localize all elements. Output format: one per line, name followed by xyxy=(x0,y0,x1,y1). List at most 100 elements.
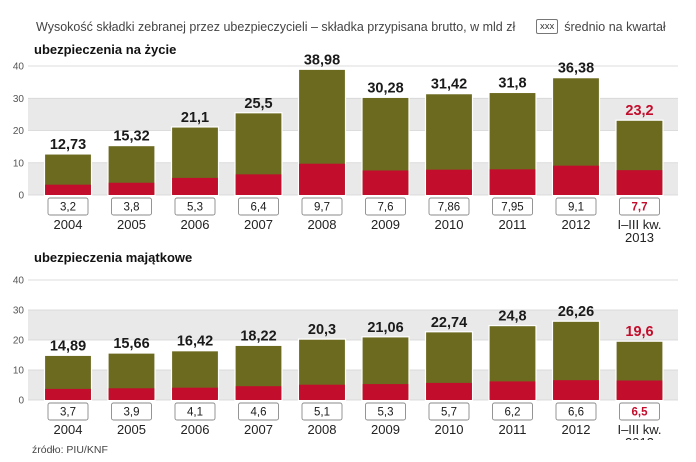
bar-quarterly xyxy=(172,387,218,400)
quarterly-value-box xyxy=(47,402,89,421)
x-category-line: 2009 xyxy=(371,422,400,437)
quarterly-value-label: 3,7 xyxy=(60,407,76,419)
quarterly-value-box xyxy=(111,197,152,216)
property-insurance-chart: ubezpieczenia majątkowe 0 10 20 30 40 14,89 3,7… xyxy=(13,250,678,440)
legend-box: xxx xyxy=(536,19,559,34)
quarterly-value-box xyxy=(47,197,89,216)
bar-quarterly xyxy=(299,163,345,195)
y-tick-label: 40 xyxy=(13,276,25,287)
y-tick-label: 30 xyxy=(13,306,25,317)
bar-quarterly xyxy=(45,388,91,400)
quarterly-value-label: 5,3 xyxy=(187,202,203,214)
total-value-label: 26,26 xyxy=(558,304,594,320)
quarterly-value-box xyxy=(111,402,152,421)
quarterly-value-label: 9,1 xyxy=(568,202,584,214)
x-category-line: 2007 xyxy=(244,422,273,437)
x-category-line: 2011 xyxy=(499,422,527,437)
quarterly-value-box xyxy=(492,402,533,421)
y-tick-label: 0 xyxy=(18,396,24,407)
bar-quarterly xyxy=(553,165,599,195)
y-tick-label: 20 xyxy=(13,126,25,137)
quarterly-value-box xyxy=(492,197,533,216)
quarterly-value-label: 3,2 xyxy=(60,202,76,214)
quarterly-value-label: 9,7 xyxy=(314,202,330,214)
quarterly-value-box xyxy=(365,197,406,216)
x-category-line: 2009 xyxy=(371,217,400,232)
total-value-label: 38,98 xyxy=(304,52,340,68)
x-category-label: I–III kw.2013 xyxy=(617,422,661,440)
bar-quarterly xyxy=(489,381,536,400)
x-category-label: 2009 xyxy=(371,422,400,437)
bar-quarterly xyxy=(172,177,218,195)
total-value-label: 36,38 xyxy=(558,61,594,77)
total-value-label: 21,1 xyxy=(181,110,209,126)
total-value-label: 15,32 xyxy=(113,129,149,145)
x-category-line: I–III kw. xyxy=(617,217,661,232)
quarterly-value-label: 7,6 xyxy=(378,202,394,214)
life-insurance-chart: ubezpieczenia na życie 0 10 20 30 40 12,73 3,2 2… xyxy=(13,42,678,245)
bar-quarterly xyxy=(299,384,345,400)
quarterly-value-box xyxy=(238,197,279,216)
quarterly-value-label: 5,3 xyxy=(378,407,394,419)
bar-quarterly xyxy=(426,382,472,400)
x-category-line: 2010 xyxy=(435,217,464,232)
quarterly-value-box xyxy=(365,402,406,421)
x-category-line: 2006 xyxy=(181,217,210,232)
x-category-line: 2004 xyxy=(54,422,83,437)
quarterly-value-box xyxy=(428,197,470,216)
total-value-label: 19,6 xyxy=(625,324,653,340)
x-category-label: 2009 xyxy=(371,217,400,232)
total-value-label: 12,73 xyxy=(50,137,86,153)
quarterly-value-box xyxy=(174,402,216,421)
total-value-label: 25,5 xyxy=(244,96,272,112)
x-category-line: 2006 xyxy=(181,422,210,437)
quarterly-value-box xyxy=(301,402,343,421)
source-note: źródło: PIU/KNF xyxy=(32,444,108,456)
quarterly-value-box xyxy=(555,197,597,216)
x-category-line: 2012 xyxy=(562,217,591,232)
x-category-line: 2013 xyxy=(625,435,654,440)
x-category-label: 2011 xyxy=(499,422,527,437)
legend-label: średnio na kwartał xyxy=(564,19,666,34)
bar-quarterly xyxy=(108,182,155,195)
quarterly-value-label: 6,6 xyxy=(568,407,584,419)
quarterly-value-box xyxy=(238,402,279,421)
legend: xxx średnio na kwartał xyxy=(536,19,666,34)
x-category-label: 2004 xyxy=(54,217,83,232)
x-category-line: 2005 xyxy=(117,217,146,232)
x-category-line: 2008 xyxy=(308,217,337,232)
y-tick-label: 40 xyxy=(13,62,25,73)
x-category-label: 2005 xyxy=(117,422,146,437)
x-category-line: 2008 xyxy=(308,422,337,437)
quarterly-value-box xyxy=(174,197,216,216)
chart-header-title: Wysokość składki zebranej przez ubezpiec… xyxy=(36,20,516,34)
x-category-line: 2011 xyxy=(499,217,527,232)
bar-quarterly xyxy=(426,169,472,195)
total-value-label: 31,8 xyxy=(498,75,526,91)
total-value-label: 21,06 xyxy=(367,320,403,336)
x-category-label: 2008 xyxy=(308,422,337,437)
quarterly-value-box xyxy=(555,402,597,421)
quarterly-value-box xyxy=(301,197,343,216)
quarterly-value-label: 5,7 xyxy=(441,407,457,419)
x-category-line: 2004 xyxy=(54,217,83,232)
total-value-label: 23,2 xyxy=(625,103,653,119)
y-tick-label: 20 xyxy=(13,336,25,347)
x-category-label: 2004 xyxy=(54,422,83,437)
x-category-label: 2008 xyxy=(308,217,337,232)
quarterly-value-label: 6,5 xyxy=(632,407,649,419)
quarterly-value-label: 6,2 xyxy=(505,407,521,419)
bar-quarterly xyxy=(45,184,91,195)
chart-title: ubezpieczenia majątkowe xyxy=(34,250,192,265)
bar-quarterly xyxy=(362,384,409,400)
x-category-label: 2010 xyxy=(435,217,464,232)
x-category-line: I–III kw. xyxy=(617,422,661,437)
quarterly-value-label: 4,6 xyxy=(251,407,267,419)
bar-quarterly xyxy=(362,170,409,195)
x-category-label: 2012 xyxy=(562,422,591,437)
x-category-label: 2007 xyxy=(244,422,273,437)
quarterly-value-label: 7,7 xyxy=(632,202,648,214)
bar-quarterly xyxy=(553,380,599,400)
quarterly-value-label: 4,1 xyxy=(187,407,203,419)
